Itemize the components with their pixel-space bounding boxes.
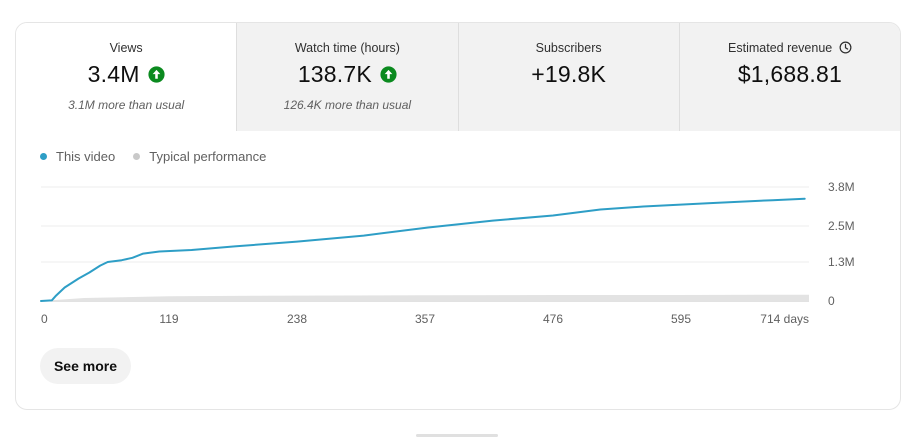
tab-views[interactable]: Views 3.4M 3.1M more than usual [16,23,237,131]
typical-performance-series [41,294,809,301]
watch-time-label: Watch time (hours) [294,41,400,55]
x-tick-label: 714 days [760,312,809,326]
legend-typical-label: Typical performance [149,149,267,164]
scroll-handle[interactable] [416,434,498,437]
legend-this-video-label: This video [56,149,116,164]
views-comparison: 3.1M more than usual [68,98,185,112]
arrow-up-icon [380,66,397,83]
chart-legend: This video Typical performance [40,149,284,164]
y-axis-ticks: 3.8M 2.5M 1.3M 0 [828,180,855,308]
y-tick-label: 0 [828,294,835,308]
this-video-dot-icon [40,153,47,160]
watch-time-value: 138.7K [297,61,372,87]
clock-icon [839,41,852,54]
revenue-value: $1,688.81 [737,61,842,87]
x-tick-label: 595 [671,312,691,326]
views-chart[interactable]: 3.8M 2.5M 1.3M 0 0 119 238 357 476 595 714 days [16,23,900,343]
legend-typical-performance[interactable]: Typical performance [133,149,266,164]
watch-time-comparison: 126.4K more than usual [283,98,412,112]
tab-watch-time[interactable]: Watch time (hours) 138.7K 126.4K more th… [236,23,458,131]
y-tick-label: 3.8M [828,180,855,194]
views-value: 3.4M [87,61,140,87]
x-tick-label: 357 [415,312,435,326]
x-tick-label: 476 [543,312,563,326]
x-tick-label: 0 [41,312,48,326]
legend-this-video[interactable]: This video [40,149,115,164]
metric-tabs: Views 3.4M 3.1M more than usual Watch ti… [16,23,900,131]
typical-dot-icon [133,153,141,160]
analytics-card: Views 3.4M 3.1M more than usual Watch ti… [15,22,901,410]
revenue-label: Estimated revenue [728,41,833,55]
typical-performance-area [41,294,809,301]
see-more-button[interactable]: See more [40,348,131,384]
x-tick-label: 119 [159,312,178,326]
y-tick-label: 1.3M [828,255,855,269]
x-axis-ticks: 0 119 238 357 476 595 714 days [41,312,809,326]
tab-estimated-revenue[interactable]: Estimated revenue $1,688.81 [678,23,900,131]
y-tick-label: 2.5M [828,219,855,233]
subscribers-label: Subscribers [535,41,602,55]
arrow-up-icon [148,66,165,83]
views-label: Views [109,41,143,55]
tab-subscribers[interactable]: Subscribers +19.8K [457,23,679,131]
subscribers-value: +19.8K [531,61,606,87]
this-video-line [40,197,806,302]
x-tick-label: 238 [287,312,307,326]
this-video-series [40,197,806,302]
